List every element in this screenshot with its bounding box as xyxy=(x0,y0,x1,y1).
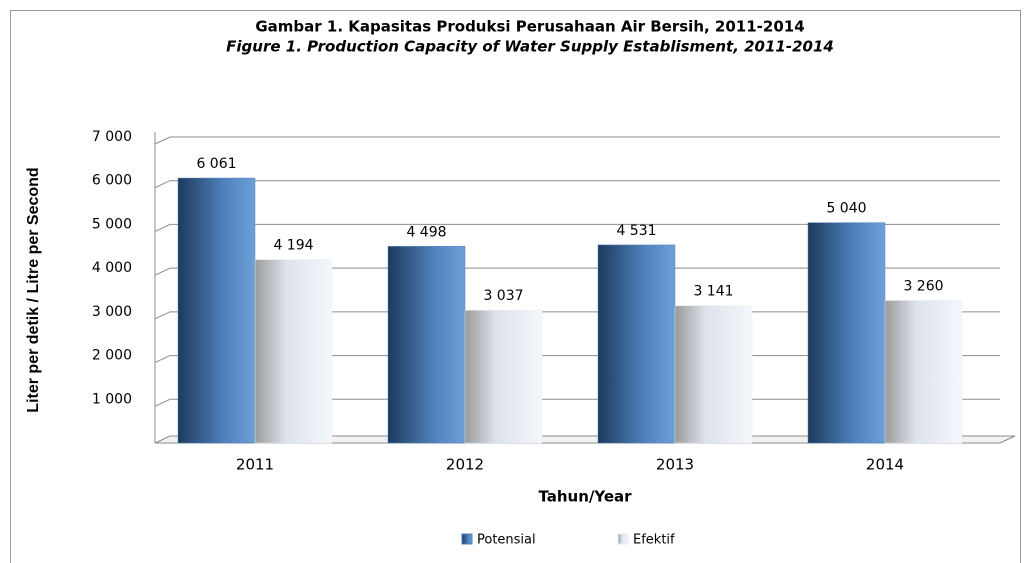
x-tick-label: 2014 xyxy=(866,456,904,474)
data-label: 4 194 xyxy=(273,238,313,254)
grid-line xyxy=(154,180,1000,189)
frame xyxy=(10,10,1021,563)
data-label: 6 061 xyxy=(196,156,236,172)
bar xyxy=(254,259,333,444)
bar xyxy=(177,177,256,444)
bar xyxy=(387,246,466,444)
legend-label: Potensial xyxy=(477,533,536,548)
legend-label: Efektif xyxy=(633,533,675,548)
y-tick-label: 2 000 xyxy=(92,348,132,364)
bar xyxy=(884,300,963,444)
data-label: 4 531 xyxy=(616,223,656,239)
grid-line xyxy=(154,267,1000,276)
legend-swatch xyxy=(461,533,473,545)
data-label: 5 040 xyxy=(826,201,866,217)
bar xyxy=(674,305,753,444)
y-tick-label: 6 000 xyxy=(92,173,132,189)
y-axis-label: Liter per detik / Litre per Second xyxy=(25,167,42,412)
bar xyxy=(807,222,886,444)
data-label: 3 260 xyxy=(903,278,943,294)
data-label: 4 498 xyxy=(406,224,446,240)
grid-line xyxy=(154,223,1000,232)
bar xyxy=(597,244,676,444)
data-label: 3 037 xyxy=(483,288,523,304)
x-tick-label: 2013 xyxy=(656,456,694,474)
y-tick-label: 1 000 xyxy=(92,391,132,407)
data-label: 3 141 xyxy=(693,284,733,300)
bar xyxy=(464,309,543,444)
x-tick-label: 2012 xyxy=(446,456,484,474)
legend-swatch xyxy=(617,533,629,545)
y-tick-label: 4 000 xyxy=(92,260,132,276)
y-tick-label: 7 000 xyxy=(92,129,132,145)
y-tick-label: 3 000 xyxy=(92,304,132,320)
grid-line xyxy=(154,136,1000,145)
chart-subtitle: Figure 1. Production Capacity of Water S… xyxy=(226,38,834,56)
chart-title: Gambar 1. Kapasitas Produksi Perusahaan … xyxy=(255,18,804,36)
y-tick-label: 5 000 xyxy=(92,216,132,232)
x-axis-label: Tahun/Year xyxy=(538,488,632,506)
x-tick-label: 2011 xyxy=(236,456,274,474)
